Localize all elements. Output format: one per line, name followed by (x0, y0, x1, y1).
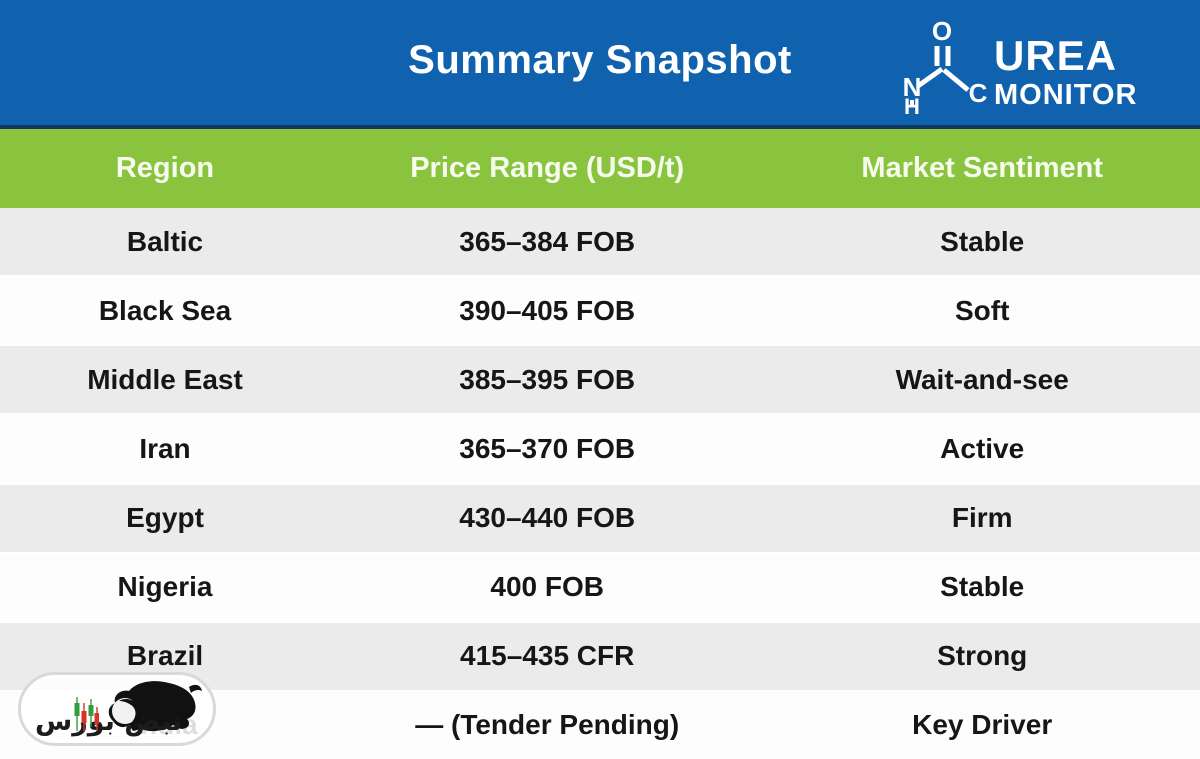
region-cell: Black Sea (98, 294, 232, 326)
column-header-region: Region (115, 152, 215, 184)
table-row: Egypt 430–440 FOB Firm (0, 484, 1200, 554)
table-row: Nigeria 400 FOB Stable (0, 553, 1200, 623)
table-body: Baltic 365–384 FOB Stable Black Sea 390–405 … (0, 208, 1200, 759)
region-cell: Egypt (126, 502, 204, 534)
watermark-persian-text: نبض بورس (35, 706, 183, 737)
table-row: Iran 365–370 FOB Active (0, 415, 1200, 485)
region-cell: Brazil (126, 640, 204, 672)
table-row: Black Sea 390–405 FOB Soft (0, 277, 1200, 347)
region-cell: Middle East (87, 363, 243, 395)
price-cell: 415–435 CFR (460, 640, 635, 672)
price-cell: 365–370 FOB (459, 432, 636, 464)
price-cell: — (Tender Pending) (415, 709, 680, 741)
sentiment-cell: Wait-and-see (895, 363, 1069, 395)
brand-monitor-text: MONITOR (994, 79, 1137, 111)
watermark-badge: نبض بورس (18, 672, 216, 746)
price-cell: 400 FOB (490, 571, 604, 603)
sentiment-cell: Strong (937, 640, 1028, 672)
sentiment-cell: Active (940, 432, 1025, 464)
sentiment-cell: Firm (951, 502, 1013, 534)
price-cell: 390–405 FOB (459, 294, 636, 326)
sentiment-cell: Stable (940, 571, 1025, 603)
brand-urea-text: UREA (994, 32, 1117, 79)
table-row: Middle East 385–395 FOB Wait-and-see (0, 346, 1200, 416)
price-cell: 430–440 FOB (459, 502, 636, 534)
urea-molecule-icon: O N H C UREA MONITOR (903, 16, 1137, 119)
candlestick-icon (74, 697, 99, 731)
region-cell: Baltic (126, 225, 204, 257)
bull-icon (108, 681, 202, 732)
header-bar: Summary Snapshot O N H C UREA MONITOR (0, 0, 1200, 129)
sentiment-cell: Soft (954, 294, 1010, 326)
column-header-sentiment: Market Sentiment (861, 152, 1104, 184)
region-cell: Nigeria (117, 571, 213, 603)
atom-n-label: N (903, 72, 922, 102)
column-header-price: Price Range (USD/t) (410, 152, 685, 184)
price-cell: 385–395 FOB (459, 363, 636, 395)
atom-c-label: C (969, 78, 988, 108)
price-cell: 365–384 FOB (459, 225, 636, 257)
table-header-row: Region Price Range (USD/t) Market Sentim… (0, 129, 1200, 208)
page-title: Summary Snapshot (408, 38, 792, 82)
urea-monitor-logo: O N H C UREA MONITOR (902, 14, 1162, 119)
atom-o-label: O (932, 16, 952, 46)
sentiment-cell: Key Driver (912, 709, 1053, 741)
sentiment-cell: Stable (940, 225, 1025, 257)
atom-h-label: H (904, 94, 920, 116)
region-cell: Iran (139, 432, 191, 464)
table-row: Baltic 365–384 FOB Stable (0, 208, 1200, 278)
